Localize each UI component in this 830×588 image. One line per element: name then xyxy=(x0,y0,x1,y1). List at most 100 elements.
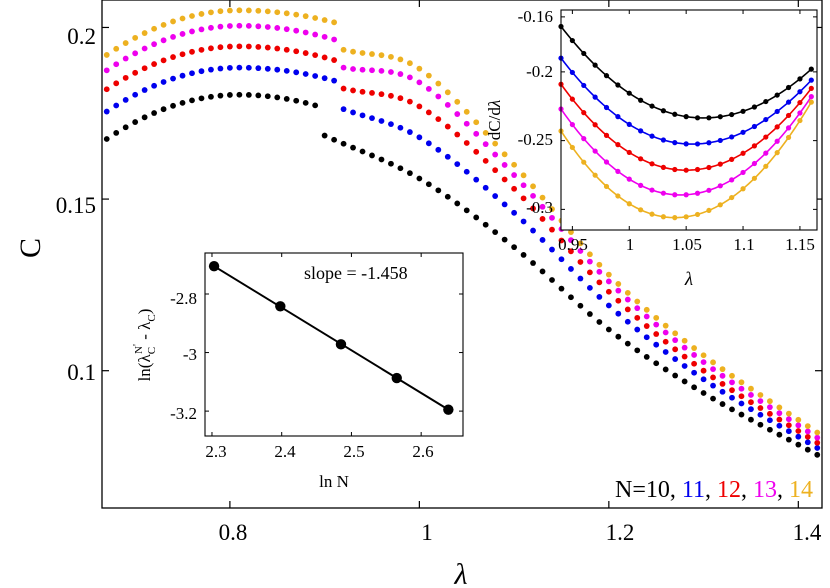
main-data-point xyxy=(662,366,669,373)
main-data-point xyxy=(501,236,508,243)
inset-derivative-point xyxy=(785,99,792,105)
main-data-point xyxy=(662,329,669,336)
inset-derivative-point xyxy=(603,132,610,138)
main-data-point xyxy=(624,289,631,296)
inset-derivative-point xyxy=(626,201,632,207)
main-data-point xyxy=(321,33,328,40)
main-data-point xyxy=(226,7,233,14)
main-data-point xyxy=(378,118,385,124)
main-x-axis-label: λ xyxy=(454,558,468,588)
main-data-point xyxy=(103,108,110,115)
main-plot: 0.8 1 1.2 1.4 0.1 0.15 0.2 λ C N=10, 11,… xyxy=(14,0,823,588)
inset-scaling-background xyxy=(205,253,463,436)
main-data-point xyxy=(719,401,726,407)
main-data-point xyxy=(208,93,214,100)
main-data-point xyxy=(549,246,555,253)
main-data-point xyxy=(539,203,546,210)
main-data-point xyxy=(170,75,176,82)
inset-derivative-point xyxy=(785,112,792,119)
inset-derivative-point xyxy=(785,125,792,131)
inset-derivative-y-axis-label: dC/dλ xyxy=(485,100,504,140)
main-data-point xyxy=(340,106,347,113)
inset-derivative-point xyxy=(649,211,655,217)
main-data-point xyxy=(681,363,688,369)
main-data-point xyxy=(283,46,290,53)
main-data-point xyxy=(596,294,603,300)
main-data-point xyxy=(312,102,319,109)
main-data-point xyxy=(558,256,565,263)
main-data-point xyxy=(160,57,167,64)
main-data-point xyxy=(511,209,518,216)
main-data-point xyxy=(596,319,603,325)
main-data-point xyxy=(245,22,252,29)
inset-derivative-background xyxy=(561,10,817,230)
main-data-point xyxy=(340,85,347,92)
inset-derivative-point xyxy=(683,114,689,120)
main-data-point xyxy=(473,176,480,183)
main-data-point xyxy=(388,160,394,167)
inset-derivative-point xyxy=(774,108,780,115)
main-data-point xyxy=(444,102,451,108)
main-data-point xyxy=(577,259,584,265)
main-data-point xyxy=(492,193,499,199)
inset-derivative-point xyxy=(729,194,735,201)
main-data-point xyxy=(132,34,139,41)
inset-derivative-point xyxy=(797,110,803,116)
inset-derivative-point xyxy=(694,115,701,121)
inset-derivative-point xyxy=(672,192,678,198)
main-data-point xyxy=(397,124,404,131)
inset-derivative-point xyxy=(808,99,814,105)
main-data-point xyxy=(151,61,158,67)
main-data-point xyxy=(473,148,480,155)
main-data-point xyxy=(236,7,243,14)
main-data-point xyxy=(236,64,243,71)
main-data-point xyxy=(681,337,688,344)
inset-derivative-point xyxy=(683,192,689,198)
inset-derivative-ticks xyxy=(561,10,817,230)
inset-derivative-point xyxy=(638,128,644,134)
main-data-point xyxy=(501,162,508,168)
inset-derivative-series xyxy=(558,23,814,221)
main-data-point xyxy=(151,110,158,116)
legend-entry-n10: N=10 xyxy=(615,477,670,503)
main-data-point xyxy=(492,140,499,147)
inset-derivative-point xyxy=(808,77,814,83)
main-data-point xyxy=(624,318,631,325)
main-data-point xyxy=(425,109,432,116)
main-data-point xyxy=(549,214,555,221)
main-data-point xyxy=(141,30,148,36)
main-data-point xyxy=(804,439,811,446)
main-data-point xyxy=(643,354,650,360)
main-data-point xyxy=(331,36,338,43)
inset-derivative-point xyxy=(581,50,587,57)
main-data-point xyxy=(596,279,603,286)
main-data-point xyxy=(425,181,432,188)
main-data-point xyxy=(795,416,802,423)
main-data-point xyxy=(624,296,631,303)
inset-derivative-point xyxy=(672,111,678,117)
inset-scaling-xtick-label: 2.5 xyxy=(343,442,364,461)
main-data-point xyxy=(672,356,679,362)
main-data-point xyxy=(321,54,328,61)
main-data-point xyxy=(814,451,821,458)
main-data-point xyxy=(198,68,205,75)
main-data-point xyxy=(719,388,726,395)
main-data-point xyxy=(122,40,129,46)
legend-entry-n12: 12 xyxy=(717,477,741,503)
main-data-point xyxy=(615,297,622,304)
inset-derivative-point xyxy=(683,141,689,147)
main-data-point xyxy=(369,115,375,122)
main-data-point xyxy=(245,64,252,71)
main-data-point xyxy=(662,322,669,329)
main-data-point xyxy=(359,88,366,95)
main-data-point xyxy=(454,200,461,207)
main-ytick-label: 0.15 xyxy=(56,193,96,218)
main-data-point xyxy=(795,433,802,440)
main-data-point xyxy=(530,260,536,266)
main-data-point xyxy=(226,92,233,98)
main-data-point xyxy=(416,79,423,86)
main-data-point xyxy=(236,91,243,98)
inset-derivative-point xyxy=(615,168,621,174)
main-data-point xyxy=(198,46,205,53)
main-data-point xyxy=(568,266,574,272)
